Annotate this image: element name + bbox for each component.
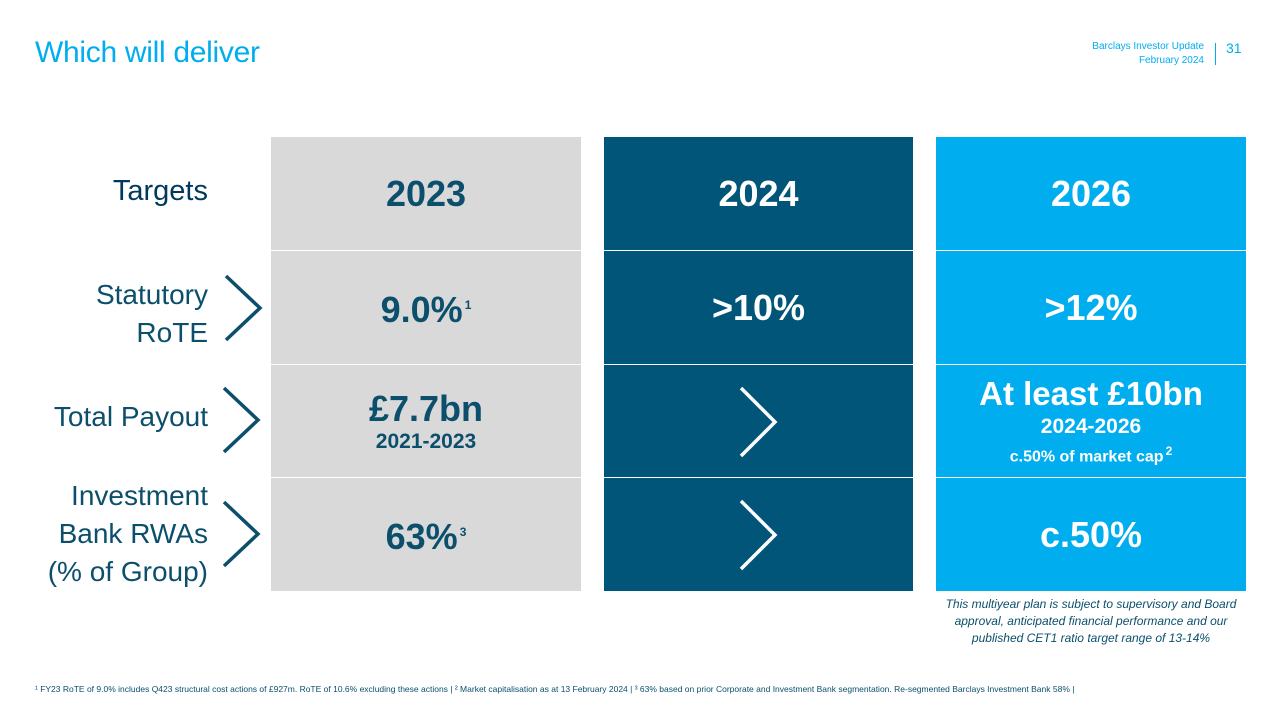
page-number: 31 (1226, 40, 1242, 56)
row-label-targets: Targets (112, 175, 208, 207)
payout-2026-value: At least £10bn (979, 375, 1203, 413)
payout-2026: At least £10bn 2024-2026 c.50% of market… (936, 365, 1246, 478)
year-header-2026: 2026 (936, 137, 1246, 250)
header-divider (1215, 43, 1216, 65)
payout-2023-period: 2021-2023 (375, 429, 477, 453)
footnote-ref-3: 3 (459, 525, 467, 539)
chevron-right-icon (224, 274, 263, 342)
column-2023: 2023 9.0% 1 £7.7bn 2021-2023 63% 3 (271, 137, 581, 591)
rote-2023: 9.0% 1 (271, 251, 581, 364)
row-divider (271, 250, 581, 251)
payout-2023: £7.7bn 2021-2023 (271, 365, 581, 478)
payout-2026-period: 2024-2026 (1040, 415, 1142, 439)
row-divider (271, 364, 581, 365)
year-2026: 2026 (1050, 172, 1132, 214)
rote-2026-value: >12% (1044, 286, 1138, 328)
document-info: Barclays Investor Update February 2024 (1092, 40, 1204, 68)
row-label-rote-line1: Statutory (95, 279, 208, 310)
chevron-right-icon (739, 386, 777, 457)
row-divider (604, 477, 913, 478)
row-label-ib-line2: Bank RWAs (58, 518, 208, 549)
row-label-rote: Statutory RoTE (96, 276, 208, 352)
row-divider (936, 477, 1246, 478)
footnote-ref-2: 2 (1165, 444, 1173, 459)
rote-2023-value: 9.0% (380, 289, 463, 330)
page-title: Which will deliver (35, 36, 260, 69)
payout-2023-value: £7.7bn (368, 387, 484, 429)
row-divider (604, 250, 913, 251)
document-date: February 2024 (1138, 55, 1204, 66)
row-label-ib-line3: (% of Group) (47, 556, 208, 587)
ib-rwas-2024 (604, 478, 913, 591)
row-label-rote-line2: RoTE (136, 317, 208, 348)
ib-rwas-2026-value: c.50% (1039, 513, 1143, 555)
year-2023: 2023 (385, 172, 467, 214)
row-label-ib-rwas: Investment Bank RWAs (% of Group) (48, 477, 208, 591)
row-label-ib-line1: Investment (71, 480, 208, 511)
row-divider (936, 364, 1246, 365)
chevron-right-icon (739, 499, 777, 570)
year-header-2024: 2024 (604, 137, 913, 250)
chevron-right-icon (222, 500, 261, 568)
year-header-2023: 2023 (271, 137, 581, 250)
column-2024: 2024 >10% (604, 137, 913, 591)
disclaimer-note: This multiyear plan is subject to superv… (945, 597, 1237, 645)
row-divider (604, 364, 913, 365)
footnotes: ¹ FY23 RoTE of 9.0% includes Q423 struct… (35, 684, 1075, 694)
ib-rwas-2023-value: 63% (385, 516, 458, 557)
footnote-ref-1: 1 (464, 298, 472, 312)
ib-rwas-2026: c.50% (936, 478, 1246, 591)
row-divider (271, 477, 581, 478)
year-2024: 2024 (718, 172, 799, 214)
rote-2024: >10% (604, 251, 913, 364)
row-label-payout: Total Payout (53, 401, 208, 432)
document-title: Barclays Investor Update (1092, 41, 1204, 52)
rote-2026: >12% (936, 251, 1246, 364)
row-divider (936, 250, 1246, 251)
column-2026: 2026 >12% At least £10bn 2024-2026 c.50%… (936, 137, 1246, 591)
payout-2026-note: c.50% of market cap (1009, 448, 1164, 466)
rote-2024-value: >10% (711, 286, 806, 328)
ib-rwas-2023: 63% 3 (271, 478, 581, 591)
payout-2024 (604, 365, 913, 478)
chevron-right-icon (222, 386, 261, 454)
